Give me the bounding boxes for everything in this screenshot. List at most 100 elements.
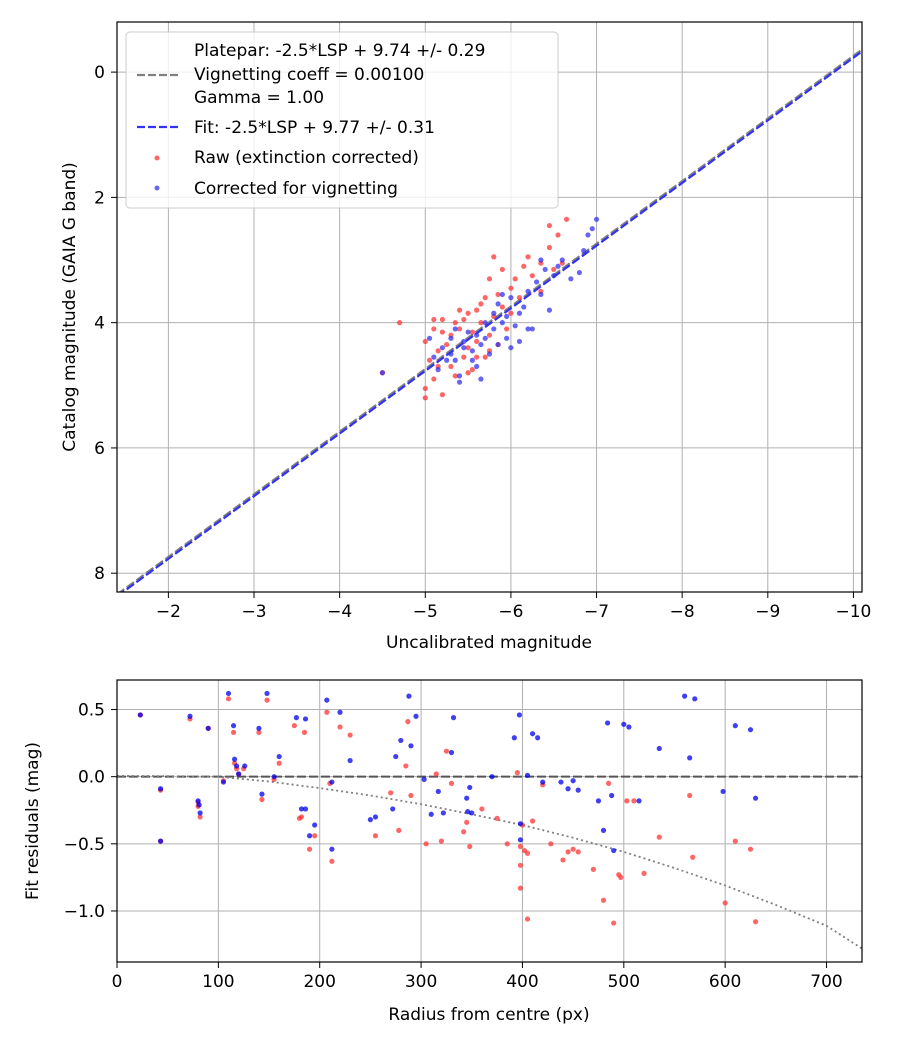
bottom-raw-point	[324, 709, 330, 715]
top-x-tick-label: −3	[241, 602, 266, 622]
bottom-corrected-point	[298, 806, 305, 812]
top-corrected-for-vignetting-point	[469, 357, 475, 363]
bottom-corrected-point	[324, 697, 330, 703]
top-corrected-for-vignetting-point	[448, 351, 454, 357]
bottom-corrected-point	[535, 735, 541, 741]
top-raw-extinction-corrected-point	[431, 376, 437, 382]
top-y-tick-label: 8	[94, 564, 105, 584]
bottom-corrected-point	[271, 774, 277, 780]
top-corrected-for-vignetting-point	[461, 345, 467, 351]
bottom-raw-point	[448, 780, 455, 787]
top-raw-extinction-corrected-point	[452, 373, 458, 379]
top-corrected-for-vignetting-point	[478, 341, 484, 348]
top-raw-extinction-corrected-point	[439, 392, 446, 398]
top-corrected-for-vignetting-point	[465, 329, 471, 335]
top-corrected-for-vignetting-point	[516, 338, 523, 345]
bottom-raw-point	[618, 874, 624, 881]
top-x-tick-label: −6	[498, 602, 523, 622]
bottom-corrected-point	[398, 737, 404, 744]
top-raw-extinction-corrected-point	[478, 301, 484, 307]
top-raw-extinction-corrected-point	[422, 338, 428, 345]
top-corrected-for-vignetting-point	[555, 263, 561, 269]
bottom-corrected-point	[656, 745, 662, 752]
bottom-corrected-point	[467, 784, 473, 791]
bottom-corrected-point	[205, 725, 211, 731]
bottom-y-tick-label: −0.5	[64, 835, 105, 855]
top-raw-extinction-corrected-point	[512, 276, 518, 282]
bottom-raw-point	[464, 819, 470, 825]
top-raw-extinction-corrected-point	[439, 329, 446, 335]
top-raw-extinction-corrected-point	[521, 263, 527, 269]
bottom-corrected-point	[600, 827, 607, 834]
bottom-raw-point	[347, 732, 353, 738]
top-raw-extinction-corrected-point	[486, 276, 493, 282]
bottom-raw-point	[291, 723, 297, 729]
bottom-corrected-point	[732, 723, 738, 729]
bottom-raw-point	[752, 919, 759, 925]
bottom-raw-point	[264, 697, 270, 703]
legend-red-marker	[154, 155, 160, 161]
top-corrected-for-vignetting-point	[474, 363, 480, 370]
legend-label-raw: Raw (extinction corrected)	[194, 148, 419, 168]
top-raw-extinction-corrected-point	[435, 348, 441, 354]
top-raw-extinction-corrected-point	[456, 326, 463, 332]
top-raw-extinction-corrected-point	[491, 254, 497, 260]
top-raw-extinction-corrected-point	[448, 363, 454, 370]
top-corrected-for-vignetting-point	[546, 307, 553, 313]
bottom-raw-point	[467, 843, 473, 850]
bottom-corrected-point	[197, 810, 203, 816]
bottom-raw-point	[570, 846, 576, 852]
bottom-corrected-point	[367, 817, 374, 823]
bottom-corrected-point	[489, 774, 495, 780]
bottom-corrected-point	[196, 802, 202, 808]
top-raw-extinction-corrected-point	[439, 316, 446, 323]
top-raw-extinction-corrected-point	[474, 338, 480, 345]
top-scatter-points	[379, 216, 600, 401]
top-raw-extinction-corrected-point	[499, 266, 505, 273]
top-corrected-for-vignetting-point	[482, 335, 488, 341]
calibration-plot: −2 −3 −4 −5 −6 −7 −8 −9 −10 0 2 4 6 8 Uncalibrated ma…	[60, 21, 871, 653]
bottom-corrected-point	[450, 715, 457, 721]
top-raw-extinction-corrected-point	[444, 341, 450, 348]
bottom-raw-point	[560, 857, 566, 863]
bottom-raw-point	[624, 798, 630, 804]
legend-label-corrected: Corrected for vignetting	[194, 179, 398, 199]
bottom-corrected-point	[230, 723, 237, 729]
bottom-raw-point	[230, 729, 237, 735]
top-ticks: −2 −3 −4 −5 −6 −7 −8 −9 −10 0 2 4 6 8	[94, 63, 871, 622]
top-raw-extinction-corrected-point	[422, 385, 428, 392]
top-x-tick-label: −2	[156, 602, 181, 622]
top-corrected-for-vignetting-point	[521, 304, 527, 310]
top-corrected-for-vignetting-point	[491, 326, 497, 332]
bottom-corrected-point	[231, 756, 238, 762]
top-corrected-for-vignetting-point	[504, 335, 510, 341]
legend-label-vignetting: Vignetting coeff = 0.00100	[194, 65, 424, 85]
bottom-corrected-point	[259, 791, 265, 797]
top-corrected-for-vignetting-point	[525, 288, 531, 294]
top-corrected-for-vignetting-point	[495, 301, 501, 307]
top-raw-extinction-corrected-point	[525, 254, 531, 260]
bottom-corrected-point	[575, 787, 581, 793]
bottom-raw-point	[747, 846, 754, 852]
top-y-tick-label: 6	[94, 439, 105, 459]
top-corrected-for-vignetting-point	[551, 273, 557, 279]
bottom-corrected-point	[540, 779, 546, 785]
legend: Platepar: -2.5*LSP + 9.74 +/- 0.29 Vigne…	[125, 31, 559, 209]
bottom-raw-point	[433, 771, 439, 777]
bottom-x-tick-label: 300	[405, 972, 437, 992]
top-raw-extinction-corrected-point	[555, 232, 561, 238]
top-raw-extinction-corrected-point	[469, 329, 475, 335]
top-raw-extinction-corrected-point	[452, 320, 458, 326]
bottom-corrected-point	[621, 721, 627, 727]
top-raw-extinction-corrected-point	[516, 295, 523, 301]
top-raw-extinction-corrected-point	[508, 285, 514, 291]
bottom-raw-point	[259, 796, 265, 803]
bottom-corrected-point	[435, 788, 441, 795]
top-y-axis-label: Catalog magnitude (GAIA G band)	[60, 162, 80, 452]
top-plot-frame	[116, 21, 863, 593]
top-raw-extinction-corrected-point	[465, 310, 471, 316]
bottom-grid	[116, 680, 862, 962]
bottom-corrected-point	[609, 792, 615, 799]
bottom-corrected-point	[565, 786, 571, 792]
